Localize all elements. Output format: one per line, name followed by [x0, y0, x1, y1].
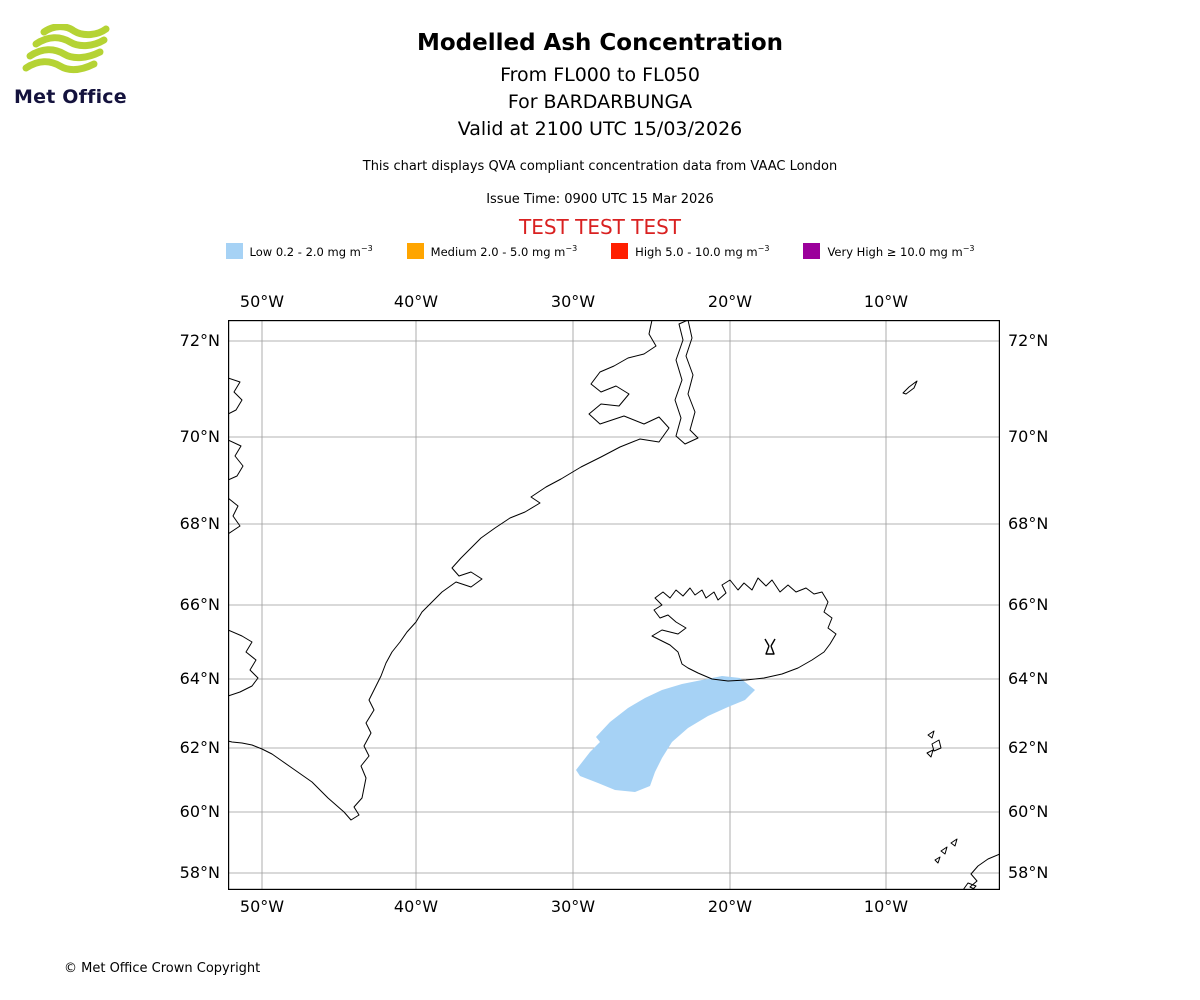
lon-label-top-10w: 10°W — [863, 292, 909, 311]
lat-label-left-72n: 72°N — [179, 331, 220, 350]
legend-label-very-high: Very High ≥ 10.0 mg m−3 — [827, 243, 975, 259]
coastline-greenland-west-fragment-2 — [228, 439, 244, 481]
legend-swatch-low — [225, 243, 243, 259]
lat-label-right-62n: 62°N — [1008, 738, 1049, 757]
lat-label-right-64n: 64°N — [1008, 669, 1049, 688]
subtitle-volcano: For BARDARBUNGA — [507, 91, 693, 113]
legend-swatch-high — [611, 243, 629, 259]
issue-time: Issue Time: 0900 UTC 15 Mar 2026 — [486, 192, 714, 207]
graticule-grid — [228, 320, 1000, 890]
legend-item-very-high: Very High ≥ 10.0 mg m−3 — [803, 243, 974, 259]
coastline-greenland-west-fragment-3 — [228, 497, 241, 535]
legend-label-high: High 5.0 - 10.0 mg m−3 — [635, 243, 770, 259]
legend-label-medium: Medium 2.0 - 5.0 mg m−3 — [430, 243, 578, 259]
lon-label-top-30w: 30°W — [550, 292, 596, 311]
lon-label-bottom-30w: 30°W — [550, 897, 596, 916]
met-office-logo-mark — [22, 23, 110, 74]
lat-label-right-60n: 60°N — [1008, 802, 1049, 821]
coastline-faroe-islands — [926, 730, 942, 758]
legend-swatch-very-high — [803, 243, 821, 259]
lat-label-left-64n: 64°N — [179, 669, 220, 688]
lat-label-left-60n: 60°N — [179, 802, 220, 821]
lat-label-right-72n: 72°N — [1008, 331, 1049, 350]
lat-label-right-58n: 58°N — [1008, 863, 1049, 882]
copyright-notice: © Met Office Crown Copyright — [64, 961, 261, 976]
compliance-note: This chart displays QVA compliant concen… — [362, 159, 838, 174]
lat-label-right-68n: 68°N — [1008, 514, 1049, 533]
lat-label-left-66n: 66°N — [179, 595, 220, 614]
lon-label-bottom-40w: 40°W — [393, 897, 439, 916]
coastline-jan-mayen — [902, 380, 918, 395]
coastline-greenland-east — [228, 320, 670, 821]
map-frame — [228, 320, 1000, 890]
coastline-greenland-west-fragment-1 — [228, 377, 243, 415]
subtitle-valid-time: Valid at 2100 UTC 15/03/2026 — [457, 118, 743, 140]
lat-label-right-70n: 70°N — [1008, 427, 1049, 446]
coastline-greenland-liverpool-land — [674, 320, 699, 445]
volcano-marker-icon — [764, 638, 776, 655]
lat-label-left-58n: 58°N — [179, 863, 220, 882]
subtitle-flight-levels: From FL000 to FL050 — [500, 64, 700, 86]
lat-label-left-68n: 68°N — [179, 514, 220, 533]
lon-label-bottom-20w: 20°W — [707, 897, 753, 916]
coastline-iceland — [651, 577, 837, 682]
legend-label-low: Low 0.2 - 2.0 mg m−3 — [249, 243, 373, 259]
legend: Low 0.2 - 2.0 mg m−3 Medium 2.0 - 5.0 mg… — [0, 243, 1200, 259]
lon-label-top-50w: 50°W — [239, 292, 285, 311]
lon-label-bottom-10w: 10°W — [863, 897, 909, 916]
legend-item-medium: Medium 2.0 - 5.0 mg m−3 — [406, 243, 578, 259]
lat-label-left-62n: 62°N — [179, 738, 220, 757]
ash-plume-low — [576, 676, 755, 792]
legend-item-low: Low 0.2 - 2.0 mg m−3 — [225, 243, 373, 259]
test-banner: TEST TEST TEST — [518, 215, 681, 239]
lat-label-right-66n: 66°N — [1008, 595, 1049, 614]
coastline-greenland-west-fragment-4 — [228, 629, 259, 697]
met-office-wordmark: Met Office — [14, 86, 127, 108]
map-canvas — [228, 320, 1000, 890]
lon-label-top-40w: 40°W — [393, 292, 439, 311]
legend-swatch-medium — [406, 243, 424, 259]
met-office-logo: Met Office — [14, 23, 134, 108]
lon-label-top-20w: 20°W — [707, 292, 753, 311]
page-title: Modelled Ash Concentration — [416, 30, 784, 56]
lon-label-bottom-50w: 50°W — [239, 897, 285, 916]
legend-item-high: High 5.0 - 10.0 mg m−3 — [611, 243, 769, 259]
lat-label-left-70n: 70°N — [179, 427, 220, 446]
coastline-scotland — [934, 838, 1000, 890]
